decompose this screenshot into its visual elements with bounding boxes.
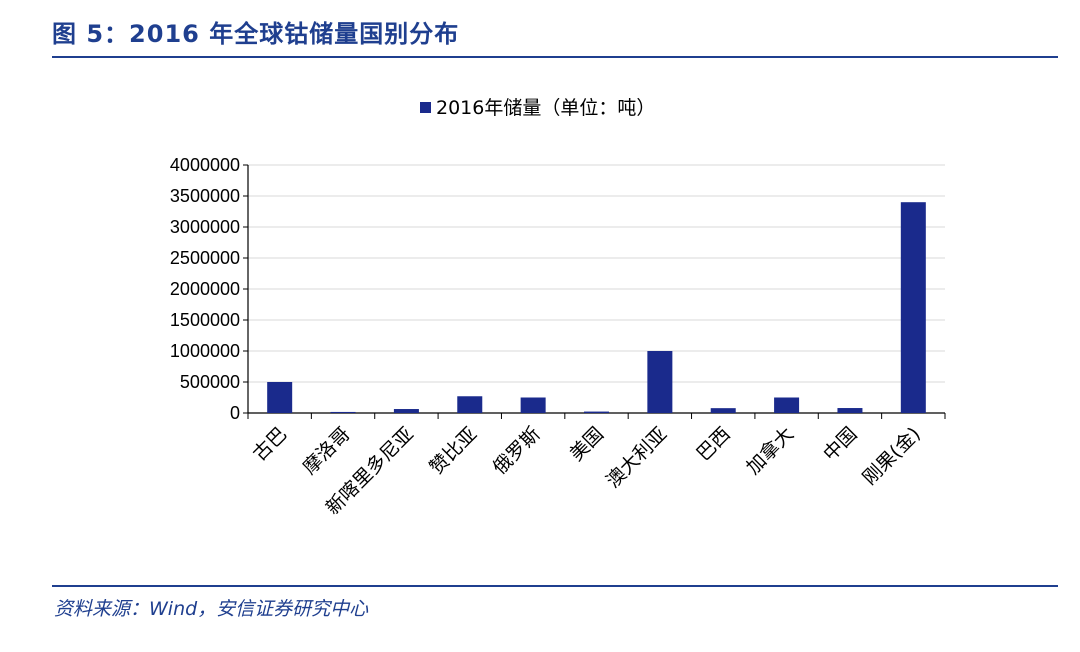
bar: [267, 382, 293, 413]
bar: [457, 396, 483, 413]
y-tick-label: 4000000: [170, 155, 240, 175]
x-tick-label: 古巴: [249, 423, 291, 465]
x-tick-label: 刚果(金): [859, 423, 925, 489]
y-tick-label: 2000000: [170, 279, 240, 299]
bar: [393, 409, 419, 413]
legend: 2016年储量（单位：吨）: [420, 97, 655, 119]
x-tick-label: 巴西: [692, 423, 734, 465]
legend-swatch: [420, 102, 431, 113]
source-note: 资料来源：Wind，安信证券研究中心: [54, 598, 369, 620]
bar-chart: 0 500000 1000000 1500000 2000000 2500000 30000…: [170, 97, 946, 519]
axes: [243, 164, 946, 419]
legend-label: 2016年储量（单位：吨）: [436, 97, 655, 119]
x-tick-label: 俄罗斯: [489, 423, 545, 479]
x-tick-label: 摩洛哥: [299, 423, 355, 479]
top-rule: [52, 56, 1058, 58]
x-tick-label: 赞比亚: [425, 423, 481, 479]
y-tick-label: 0: [230, 403, 240, 423]
x-tick-label: 美国: [566, 423, 608, 465]
bar: [584, 411, 609, 413]
y-tick-label: 3500000: [170, 186, 240, 206]
y-tick-label: 1000000: [170, 341, 240, 361]
y-tick-label: 1500000: [170, 310, 240, 330]
y-tick-labels: 0 500000 1000000 1500000 2000000 2500000 30000…: [170, 155, 240, 423]
x-tick-label: 澳大利亚: [602, 423, 671, 492]
bar: [900, 202, 926, 413]
bars: [267, 202, 926, 413]
bar: [647, 351, 673, 413]
y-tick-label: 3000000: [170, 217, 240, 237]
y-tick-label: 500000: [180, 372, 240, 392]
bar: [837, 408, 863, 413]
bar: [330, 411, 356, 413]
x-tick-label: 中国: [819, 423, 861, 465]
bar: [710, 408, 736, 413]
y-tick-label: 2500000: [170, 248, 240, 268]
bar: [520, 397, 546, 413]
bottom-rule: [52, 585, 1058, 587]
bar: [774, 397, 800, 413]
grid-lines: [248, 164, 945, 383]
x-tick-label: 加拿大: [742, 422, 799, 479]
figure-title: 图 5：2016 年全球钴储量国别分布: [52, 20, 460, 48]
